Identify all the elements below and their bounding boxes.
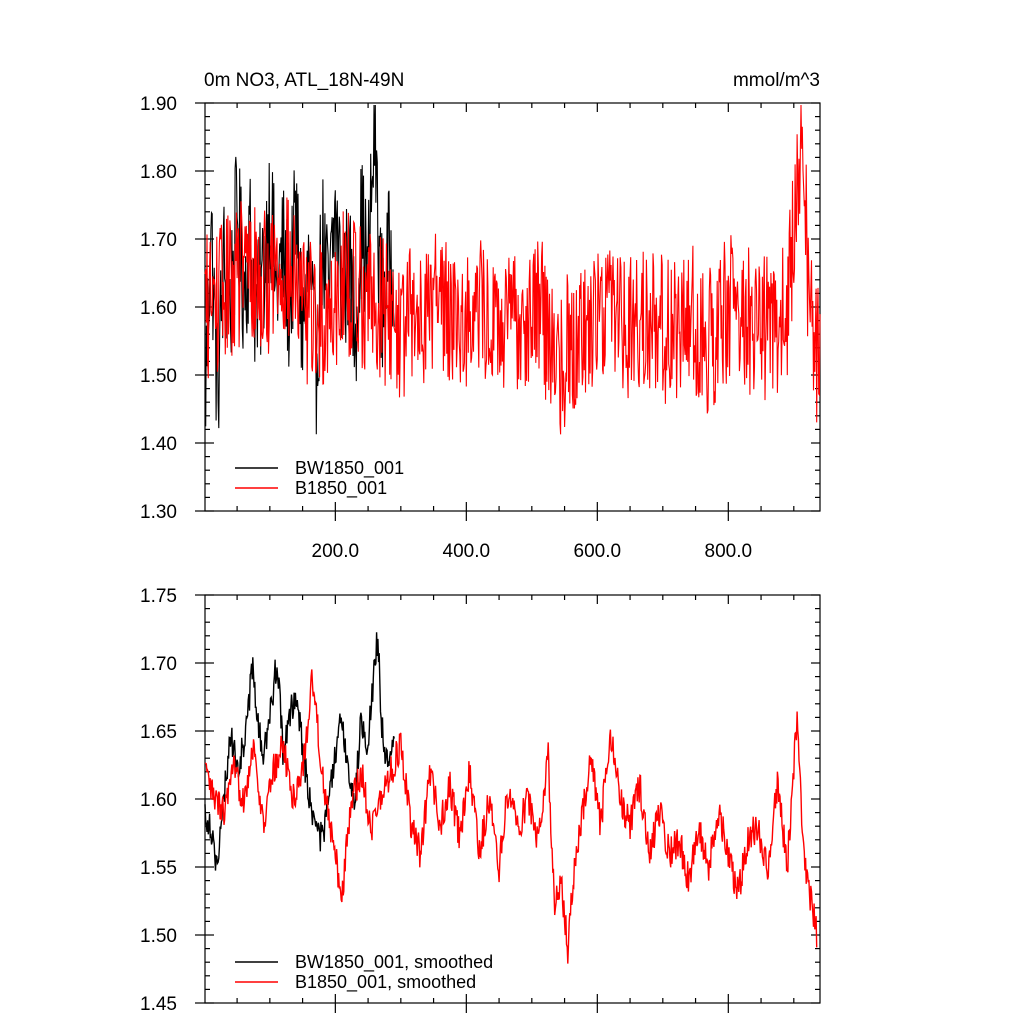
y-tick-label: 1.90	[140, 94, 177, 115]
y-tick-label: 1.60	[140, 298, 177, 319]
series-line-b1850	[204, 104, 821, 435]
legend-label: BW1850_001	[295, 458, 404, 479]
x-tick-label: 600.0	[574, 541, 622, 562]
series-line-bw1850	[204, 632, 395, 871]
legend-label: BW1850_001, smoothed	[295, 952, 493, 973]
x-tick-label: 200.0	[312, 541, 360, 562]
legend-label: B1850_001	[295, 478, 387, 499]
y-tick-label: 1.75	[140, 586, 177, 607]
top-units: mmol/m^3	[733, 70, 820, 91]
y-tick-label: 1.45	[140, 994, 177, 1015]
top-panel: 1.30 1.40 1.50 1.60 1.70 1.80 1.90 200.0 400.0 60…	[140, 94, 821, 562]
y-tick-label: 1.65	[140, 722, 177, 743]
y-tick-label: 1.70	[140, 230, 177, 251]
series-line-bw1850	[204, 104, 395, 435]
y-tick-label: 1.40	[140, 434, 177, 455]
y-tick-label: 1.30	[140, 502, 177, 523]
y-tick-label: 1.60	[140, 790, 177, 811]
y-tick-label: 1.50	[140, 366, 177, 387]
bottom-panel: 1.45 1.50 1.55 1.60 1.65 1.70 1.75 BW1850_001, …	[140, 586, 821, 1015]
series-line-b1850	[205, 669, 818, 964]
x-tick-label: 800.0	[705, 541, 753, 562]
legend-label: B1850_001, smoothed	[295, 972, 476, 993]
y-tick-label: 1.70	[140, 654, 177, 675]
y-tick-label: 1.55	[140, 858, 177, 879]
top-title: 0m NO3, ATL_18N-49N	[204, 70, 404, 91]
y-tick-label: 1.80	[140, 162, 177, 183]
x-tick-label: 400.0	[443, 541, 491, 562]
y-tick-label: 1.50	[140, 926, 177, 947]
